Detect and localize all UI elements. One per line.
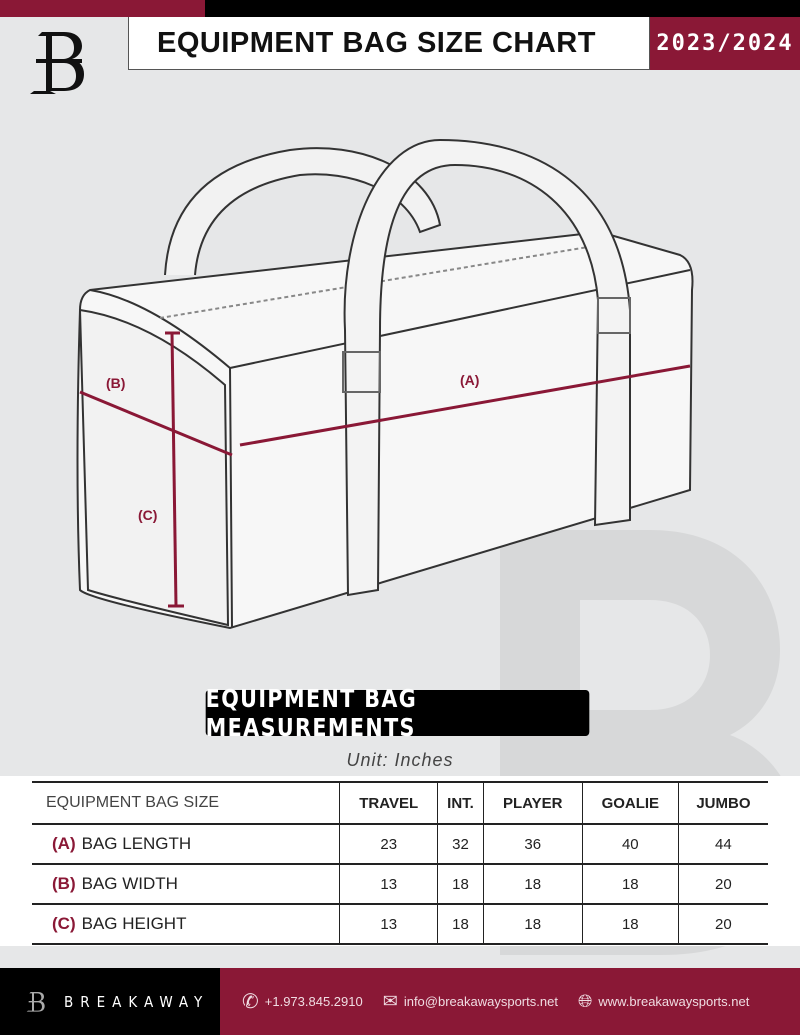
measurement-lines	[79, 331, 691, 608]
cell: 23	[339, 824, 438, 864]
row-label: BAG WIDTH	[81, 874, 178, 893]
cell: 13	[339, 864, 438, 904]
cell: 18	[482, 864, 583, 904]
col-int: INT.	[437, 782, 484, 824]
row-letter: (B)	[52, 874, 76, 893]
unit-label: Unit: Inches	[346, 750, 454, 770]
breakaway-logo-small	[26, 991, 45, 1012]
cell: 20	[677, 864, 768, 904]
cell: 18	[482, 904, 583, 944]
measurements-banner: EQUIPMENT BAG MEASUREMENTS	[205, 684, 590, 742]
cell: 20	[677, 904, 768, 944]
col-player: PLAYER	[482, 782, 583, 824]
website-link[interactable]: www.breakawaysports.net	[598, 994, 750, 1009]
label-c: (C)	[138, 507, 157, 523]
row-letter: (C)	[52, 914, 76, 933]
cell: 18	[581, 864, 679, 904]
top-black-bar	[205, 0, 800, 17]
cell: 18	[581, 904, 679, 944]
season-badge: 2023/2024	[650, 17, 800, 70]
table-row: (B) BAG WIDTH 13 18 18 18 20	[32, 864, 768, 904]
corner-header: EQUIPMENT BAG SIZE	[46, 794, 220, 811]
row-label: BAG LENGTH	[81, 834, 192, 853]
cell: 40	[581, 824, 679, 864]
cell: 36	[482, 824, 583, 864]
row-letter: (A)	[52, 834, 76, 853]
email-link[interactable]: info@breakawaysports.net	[403, 994, 558, 1009]
page-title: EQUIPMENT BAG SIZE CHART	[128, 17, 650, 70]
cell: 18	[437, 864, 484, 904]
table-row: (C) BAG HEIGHT 13 18 18 18 20	[32, 904, 768, 944]
footer-brand: BREAKAWAY	[0, 968, 220, 1035]
table-row: (A) BAG LENGTH 23 32 36 40 44	[32, 824, 768, 864]
table-header-row: EQUIPMENT BAG SIZE TRAVEL INT. PLAYER GO…	[32, 782, 768, 824]
col-jumbo: JUMBO	[677, 782, 768, 824]
label-b: (B)	[106, 375, 125, 391]
bag-diagram: (A) (B) (C)	[76, 138, 694, 630]
row-label: BAG HEIGHT	[81, 914, 187, 933]
label-a: (A)	[460, 372, 479, 388]
cell: 18	[437, 904, 484, 944]
top-accent-bar	[0, 0, 205, 17]
size-table: EQUIPMENT BAG SIZE TRAVEL INT. PLAYER GO…	[32, 781, 768, 945]
phone-link[interactable]: +1.973.845.2910	[264, 994, 363, 1009]
brand-name: BREAKAWAY	[64, 992, 210, 1011]
col-goalie: GOALIE	[581, 782, 679, 824]
mail-icon: ✉	[382, 991, 398, 1011]
phone-icon: ✆	[242, 991, 259, 1013]
cell: 13	[339, 904, 438, 944]
footer-contact: ✆ +1.973.845.2910 ✉ info@breakawaysports.n…	[220, 968, 800, 1035]
col-travel: TRAVEL	[339, 782, 438, 824]
globe-icon: 🌐︎	[577, 991, 593, 1011]
cell: 32	[437, 824, 484, 864]
cell: 44	[677, 824, 768, 864]
breakaway-logo	[28, 28, 94, 101]
